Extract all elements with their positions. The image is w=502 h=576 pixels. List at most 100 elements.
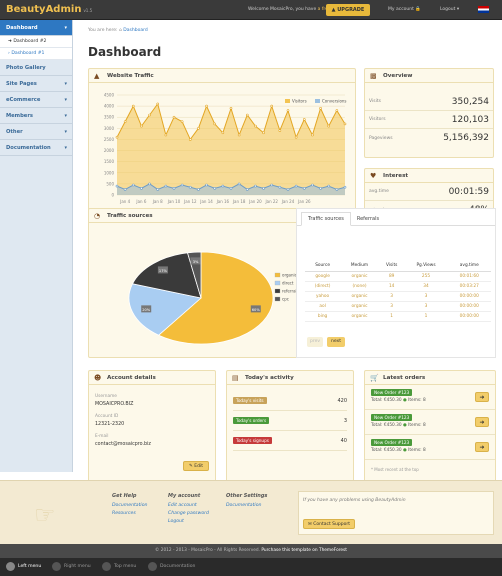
footer-link-logout[interactable]: Logout (168, 519, 184, 524)
stat-row-pageviews: Pageviews 5,156,392 (369, 133, 489, 143)
table-header: Source (305, 261, 341, 272)
my-account-link[interactable]: My account 🔒 (388, 7, 421, 12)
heart-icon: ♥ (370, 172, 377, 180)
sidebar-item-documentation[interactable]: Documentation ▾ (0, 140, 72, 156)
pie-label-bg (190, 257, 201, 265)
data-point (180, 120, 184, 123)
stat-row-avg-time: avg.time 00:01:59 (365, 183, 493, 201)
table-cell: yahoo (305, 291, 341, 302)
table-row: google organic 89 255 00:01:60 (305, 271, 491, 282)
support-text: If you have any problems using BeautyAdm… (303, 498, 406, 503)
x-tick-label: Jan 14 (199, 199, 213, 204)
data-point (343, 185, 347, 189)
contact-support-button[interactable]: ✉ Contact Support (303, 519, 355, 529)
x-tick-label: Jan 20 (248, 199, 262, 204)
home-icon[interactable]: ⌂ (119, 28, 122, 33)
legend-label: referral (282, 289, 297, 294)
sidebar-item-ecommerce[interactable]: eCommerce ▾ (0, 92, 72, 108)
prev-button[interactable]: prev (307, 337, 323, 347)
data-point (237, 133, 241, 137)
table-cell: 14 (378, 281, 405, 292)
footer-link-change-password[interactable]: Change password (168, 511, 209, 516)
data-point (148, 113, 151, 117)
chart-icon: ▲ (94, 72, 100, 80)
data-point (156, 102, 160, 106)
envelope-icon: ✉ (308, 522, 312, 527)
breadcrumb-current[interactable]: Dashboard (123, 28, 148, 33)
layout-left-menu[interactable]: Left menu (6, 562, 41, 571)
sidebar-subitem-dashboard-2[interactable]: ➜ Dashboard #2 (0, 36, 72, 48)
upgrade-button[interactable]: ▲ UPGRADE (326, 4, 370, 16)
table-cell: aol (305, 301, 341, 312)
order-view-button[interactable]: ➜ (475, 392, 489, 402)
pie-label: 60% (252, 308, 261, 312)
activity-row: Today's orders 3 (233, 411, 347, 431)
brand-logo[interactable]: BeautyAdmin v1.5 (6, 4, 93, 15)
data-point (335, 188, 339, 191)
table-cell: 3 (378, 291, 405, 302)
cart-icon: 🛒 (370, 374, 379, 382)
footer-link-documentation[interactable]: Documentation (112, 503, 148, 508)
next-button[interactable]: next (327, 337, 345, 347)
table-cell: 255 (404, 271, 448, 282)
themeforest-link[interactable]: Purchase this template on ThemeForest (261, 548, 347, 553)
layout-right-menu[interactable]: Right menu (52, 562, 91, 571)
data-point (229, 187, 233, 190)
chevron-down-icon: ▾ (64, 25, 67, 31)
tab-referrals[interactable]: Referrals (356, 216, 380, 222)
account-details-panel: ☻ Account details Username MOSAICPRO.BIZ … (88, 370, 216, 482)
table-row: bing organic 1 1 00:00:00 (305, 311, 491, 322)
account-id-value: 12321-2320 (95, 421, 125, 427)
order-total: Total: €450.30 (371, 423, 402, 428)
table-cell: 00:00:00 (447, 291, 491, 302)
order-total: Total: €450.30 (371, 398, 402, 403)
table-cell: 1 (378, 311, 405, 322)
table-cell: bing (305, 311, 341, 322)
sidebar-item-members[interactable]: Members ▾ (0, 108, 72, 124)
data-point (180, 183, 184, 187)
footer-link-resources[interactable]: Resources (112, 511, 136, 516)
chevron-down-icon: ▾ (64, 81, 67, 87)
tab-traffic-sources[interactable]: Traffic sources (301, 212, 351, 226)
pie-label: 20% (142, 308, 151, 312)
panel-title: Account details (107, 375, 156, 381)
sidebar-item-dashboard[interactable]: Dashboard ▾ (0, 20, 72, 36)
orders-note: * Most recent at the top (371, 467, 419, 472)
uk-flag-icon[interactable] (478, 6, 489, 13)
sidebar-item-site-pages[interactable]: Site Pages ▾ (0, 76, 72, 92)
sidebar-item-other[interactable]: Other ▾ (0, 124, 72, 140)
table-cell: 89 (378, 271, 405, 282)
order-details: Total: €450.30 ● Items: 8 (371, 423, 489, 428)
bottom-documentation[interactable]: Documentation (148, 562, 195, 571)
data-point (270, 104, 274, 108)
y-tick-label: 2000 (104, 148, 115, 153)
order-view-button[interactable]: ➜ (475, 442, 489, 452)
logout-link[interactable]: Logout ▾ (440, 7, 460, 12)
order-badge: New Order #123 (371, 389, 413, 396)
y-tick-label: 1000 (104, 170, 115, 175)
edit-account-button[interactable]: ✎ Edit (183, 461, 209, 471)
order-details: Total: €450.30 ● Items: 8 (371, 448, 489, 453)
table-cell: 00:03:27 (447, 281, 491, 292)
sidebar-item-photo-gallery[interactable]: Photo Gallery (0, 60, 72, 76)
table-row: aol organic 3 3 00:00:00 (305, 301, 491, 312)
footer-link-edit-account[interactable]: Edit account (168, 503, 197, 508)
sidebar-subitem-dashboard-1[interactable]: › Dashboard #1 (0, 48, 72, 60)
username-label: Username (95, 394, 117, 399)
traffic-table-panel: Traffic sources Referrals Source Medium Vi… (296, 208, 496, 358)
y-tick-label: 1500 (104, 159, 115, 164)
footer-link-documentation-2[interactable]: Documentation (226, 503, 262, 508)
layout-top-menu[interactable]: Top menu (102, 562, 136, 571)
table-cell: 1 (404, 311, 448, 322)
latest-orders-panel: 🛒 Latest orders New Order #123 Total: €450… (364, 370, 496, 482)
support-box: If you have any problems using BeautyAdm… (298, 491, 494, 535)
bullet: ● (401, 398, 409, 403)
y-tick-label: 4000 (104, 104, 115, 109)
data-point (213, 187, 217, 190)
data-point (319, 107, 322, 110)
stat-row-visitors: Visitors 120,103 (365, 111, 493, 129)
hand-pointing-icon: ☞ (34, 501, 56, 529)
order-view-button[interactable]: ➜ (475, 417, 489, 427)
activity-row: Today's signups 40 (233, 431, 347, 451)
activity-row: Today's visits 420 (233, 391, 347, 411)
